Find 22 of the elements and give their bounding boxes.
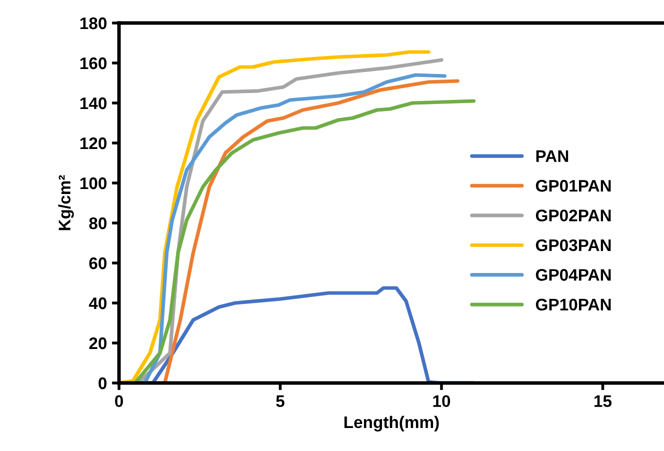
y-tick-label: 80	[89, 217, 107, 230]
y-tick-label: 140	[80, 97, 107, 110]
legend-label: PAN	[536, 150, 568, 162]
x-tick-label: 10	[433, 395, 450, 408]
legend-label: GP01PAN	[536, 180, 611, 192]
x-tick-label: 15	[594, 395, 612, 408]
x-tick-label: 5	[276, 395, 284, 408]
x-axis-title: Length(mm)	[344, 416, 439, 432]
legend-label: GP02PAN	[536, 210, 611, 222]
y-tick-label: 40	[88, 297, 107, 310]
y-tick-label: 160	[80, 57, 107, 70]
y-tick-label: 100	[80, 177, 107, 190]
legend-label: GP10PAN	[536, 298, 611, 311]
y-tick-label: 60	[89, 257, 107, 270]
y-tick-label: 180	[80, 17, 107, 30]
x-tick-label: 0	[115, 395, 123, 408]
y-tick-label: 20	[89, 337, 107, 350]
legend-label: GP04PAN	[536, 269, 611, 281]
y-axis-title: Kg/cm²	[58, 175, 74, 230]
legend-label: GP03PAN	[536, 239, 611, 252]
y-tick-label: 0	[98, 377, 107, 390]
y-tick-label: 120	[80, 137, 107, 150]
